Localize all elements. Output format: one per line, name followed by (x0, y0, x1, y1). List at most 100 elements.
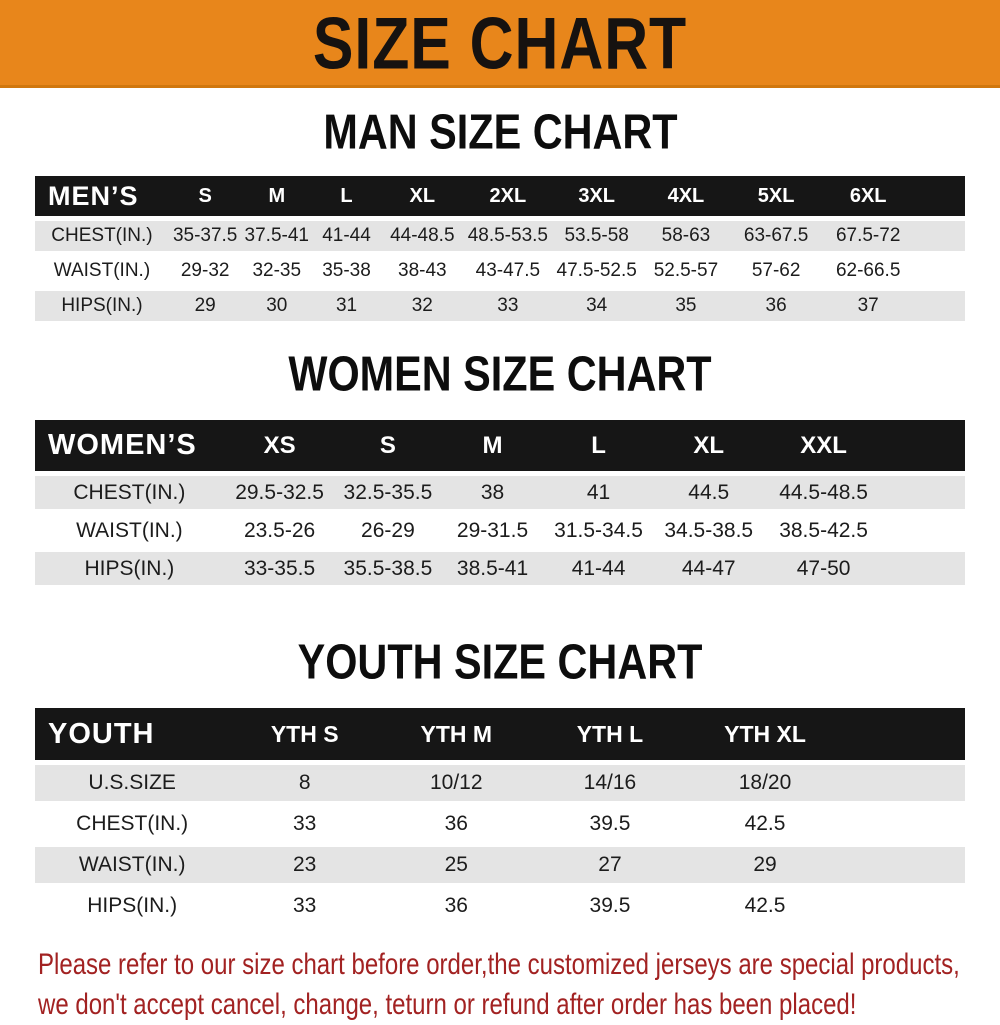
value-cell: 33 (229, 806, 381, 842)
value-cell: 38.5-41 (440, 552, 545, 585)
value-cell: 38.5-42.5 (765, 514, 883, 547)
youth-ussize-row: U.S.SIZE 8 10/12 14/16 18/20 (35, 765, 965, 801)
men-table-title-cell: MEN’S (35, 176, 169, 216)
spacer-cell (914, 176, 965, 216)
youth-hips-row: HIPS(IN.) 33 36 39.5 42.5 (35, 888, 965, 924)
value-cell: 35-38 (312, 256, 381, 286)
row-label: U.S.SIZE (35, 765, 230, 801)
youth-table-title-cell: YOUTH (35, 708, 230, 760)
value-cell: 36 (730, 291, 822, 321)
section-men: MAN SIZE CHART MEN’S S M L XL 2XL 3XL 4X… (0, 107, 1000, 326)
men-chest-row: CHEST(IN.) 35-37.5 37.5-41 41-44 44-48.5… (35, 221, 965, 251)
youth-size-table: YOUTH YTH S YTH M YTH L YTH XL U.S.SIZE … (35, 703, 965, 929)
spacer-cell (882, 514, 965, 547)
men-size-column-header: L (312, 176, 381, 216)
youth-chest-row: CHEST(IN.) 33 36 39.5 42.5 (35, 806, 965, 842)
spacer-cell (842, 765, 965, 801)
women-table-wrap: WOMEN’S XS S M L XL XXL CHEST(IN.) 29.5-… (35, 415, 965, 590)
spacer-cell (914, 221, 965, 251)
value-cell: 10/12 (380, 765, 533, 801)
value-cell: 33-35.5 (223, 552, 336, 585)
youth-size-column-header: YTH S (229, 708, 381, 760)
row-label: HIPS(IN.) (35, 291, 169, 321)
spacer-cell (914, 256, 965, 286)
spacer-cell (914, 291, 965, 321)
women-size-column-header: S (335, 420, 441, 471)
youth-section-heading: YOUTH SIZE CHART (0, 633, 1000, 695)
row-label: WAIST(IN.) (35, 256, 169, 286)
value-cell: 34 (552, 291, 642, 321)
women-size-column-header: L (544, 420, 653, 471)
value-cell: 8 (229, 765, 381, 801)
spacer-cell (882, 420, 965, 471)
footer-note: Please refer to our size chart before or… (38, 945, 1000, 1025)
value-cell: 39.5 (532, 806, 688, 842)
value-cell: 38 (440, 476, 545, 509)
youth-size-column-header: YTH L (532, 708, 688, 760)
value-cell: 44.5 (652, 476, 765, 509)
value-cell: 41-44 (544, 552, 653, 585)
men-waist-row: WAIST(IN.) 29-32 32-35 35-38 38-43 43-47… (35, 256, 965, 286)
value-cell: 42.5 (687, 888, 843, 924)
men-table-wrap: MEN’S S M L XL 2XL 3XL 4XL 5XL 6XL CHEST… (35, 171, 965, 326)
youth-section-heading-text: YOUTH SIZE CHART (297, 633, 703, 690)
value-cell: 26-29 (335, 514, 441, 547)
spacer-cell (842, 888, 965, 924)
value-cell: 44-47 (652, 552, 765, 585)
value-cell: 18/20 (687, 765, 843, 801)
value-cell: 32 (380, 291, 464, 321)
value-cell: 39.5 (532, 888, 688, 924)
women-section-heading: WOMEN SIZE CHART (0, 345, 1000, 407)
value-cell: 32-35 (241, 256, 313, 286)
youth-size-column-header: YTH M (380, 708, 533, 760)
footer-note-line2: we don't accept cancel, change, teturn o… (38, 988, 857, 1021)
value-cell: 63-67.5 (730, 221, 822, 251)
value-cell: 34.5-38.5 (652, 514, 765, 547)
value-cell: 27 (532, 847, 688, 883)
value-cell: 36 (380, 806, 533, 842)
spacer-cell (842, 708, 965, 760)
women-size-table: WOMEN’S XS S M L XL XXL CHEST(IN.) 29.5-… (35, 415, 965, 590)
value-cell: 14/16 (532, 765, 688, 801)
men-size-column-header: 5XL (730, 176, 822, 216)
spacer-cell (882, 476, 965, 509)
men-size-column-header: S (168, 176, 242, 216)
youth-table-wrap: YOUTH YTH S YTH M YTH L YTH XL U.S.SIZE … (35, 703, 965, 929)
value-cell: 42.5 (687, 806, 843, 842)
women-waist-row: WAIST(IN.) 23.5-26 26-29 29-31.5 31.5-34… (35, 514, 965, 547)
value-cell: 35-37.5 (168, 221, 242, 251)
men-size-column-header: 3XL (552, 176, 642, 216)
men-size-table: MEN’S S M L XL 2XL 3XL 4XL 5XL 6XL CHEST… (35, 171, 965, 326)
value-cell: 23 (229, 847, 381, 883)
value-cell: 41-44 (312, 221, 381, 251)
value-cell: 32.5-35.5 (335, 476, 441, 509)
row-label: WAIST(IN.) (35, 847, 230, 883)
row-label: WAIST(IN.) (35, 514, 224, 547)
value-cell: 30 (241, 291, 313, 321)
women-size-column-header: M (440, 420, 545, 471)
value-cell: 23.5-26 (223, 514, 336, 547)
value-cell: 38-43 (380, 256, 464, 286)
women-size-column-header: XS (223, 420, 336, 471)
value-cell: 67.5-72 (821, 221, 915, 251)
value-cell: 31.5-34.5 (544, 514, 653, 547)
value-cell: 37 (821, 291, 915, 321)
value-cell: 29-32 (168, 256, 242, 286)
value-cell: 43-47.5 (463, 256, 553, 286)
value-cell: 41 (544, 476, 653, 509)
women-size-column-header: XXL (765, 420, 883, 471)
men-size-column-header: 4XL (641, 176, 731, 216)
value-cell: 25 (380, 847, 533, 883)
women-hips-row: HIPS(IN.) 33-35.5 35.5-38.5 38.5-41 41-4… (35, 552, 965, 585)
men-size-column-header: XL (380, 176, 464, 216)
value-cell: 33 (229, 888, 381, 924)
value-cell: 44-48.5 (380, 221, 464, 251)
value-cell: 48.5-53.5 (463, 221, 553, 251)
women-section-heading-text: WOMEN SIZE CHART (288, 345, 712, 402)
section-women: WOMEN SIZE CHART WOMEN’S XS S M L XL XXL… (0, 345, 1000, 590)
value-cell: 31 (312, 291, 381, 321)
value-cell: 35.5-38.5 (335, 552, 441, 585)
value-cell: 29-31.5 (440, 514, 545, 547)
value-cell: 37.5-41 (241, 221, 313, 251)
footer-note-line1: Please refer to our size chart before or… (38, 948, 960, 981)
